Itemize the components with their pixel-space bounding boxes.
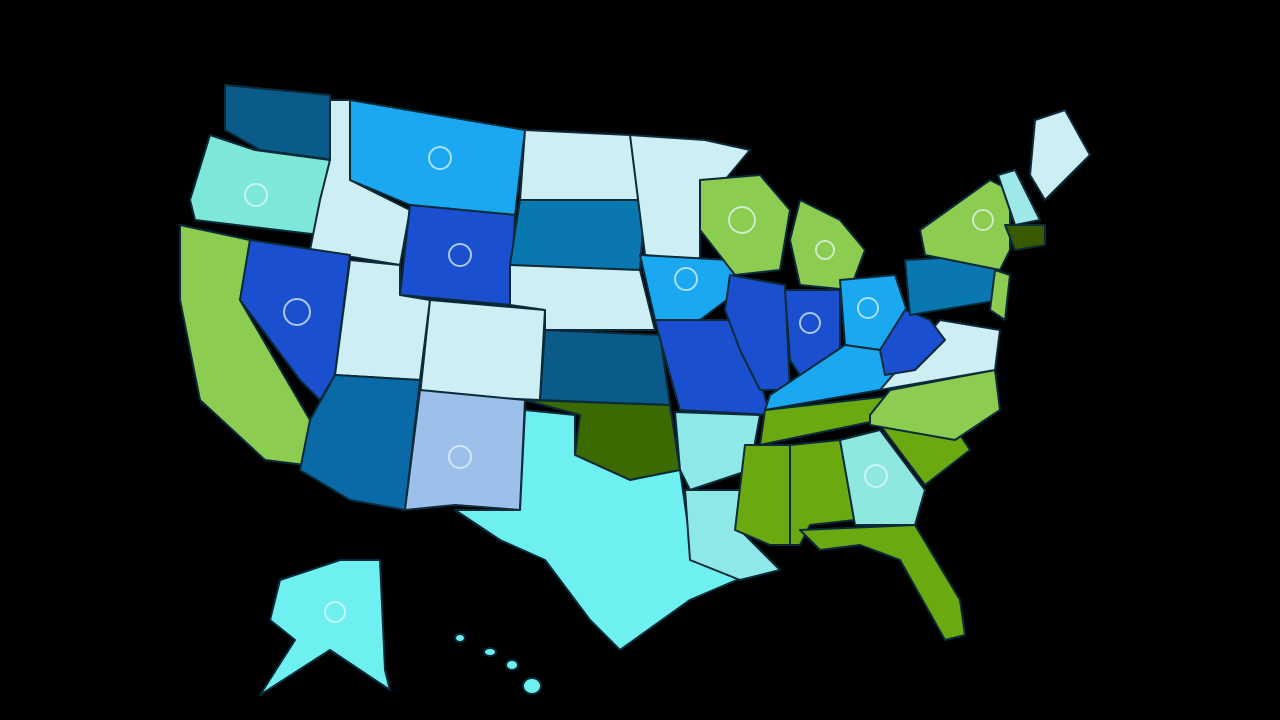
icon bbox=[799, 312, 821, 334]
icon bbox=[864, 464, 888, 488]
state bbox=[724, 274, 791, 391]
state bbox=[1029, 109, 1091, 201]
state bbox=[519, 129, 646, 201]
state bbox=[404, 389, 526, 511]
state bbox=[989, 269, 1011, 321]
state bbox=[299, 374, 421, 511]
icon bbox=[972, 209, 994, 231]
state bbox=[454, 409, 761, 651]
icon bbox=[428, 146, 452, 170]
state bbox=[419, 299, 546, 401]
state bbox=[869, 369, 1001, 441]
state bbox=[259, 559, 391, 696]
state bbox=[674, 411, 761, 491]
icon bbox=[728, 206, 756, 234]
icon bbox=[674, 267, 698, 291]
state bbox=[879, 309, 946, 376]
state bbox=[483, 647, 497, 657]
state bbox=[799, 524, 966, 641]
state bbox=[639, 254, 741, 321]
state bbox=[539, 329, 671, 406]
icon bbox=[283, 298, 311, 326]
icon bbox=[857, 297, 879, 319]
icon bbox=[448, 445, 472, 469]
state bbox=[699, 174, 791, 276]
state bbox=[509, 199, 646, 271]
icons bbox=[244, 146, 994, 623]
state bbox=[454, 633, 466, 643]
state bbox=[919, 179, 1011, 271]
icon bbox=[448, 243, 472, 267]
icon bbox=[815, 240, 835, 260]
states bbox=[179, 84, 1091, 696]
icon bbox=[244, 183, 268, 207]
state bbox=[997, 169, 1041, 226]
state bbox=[1004, 224, 1046, 251]
state bbox=[839, 429, 926, 526]
state bbox=[522, 677, 542, 695]
state bbox=[505, 659, 519, 671]
state bbox=[734, 444, 791, 546]
state bbox=[399, 204, 516, 306]
icon bbox=[324, 601, 346, 623]
